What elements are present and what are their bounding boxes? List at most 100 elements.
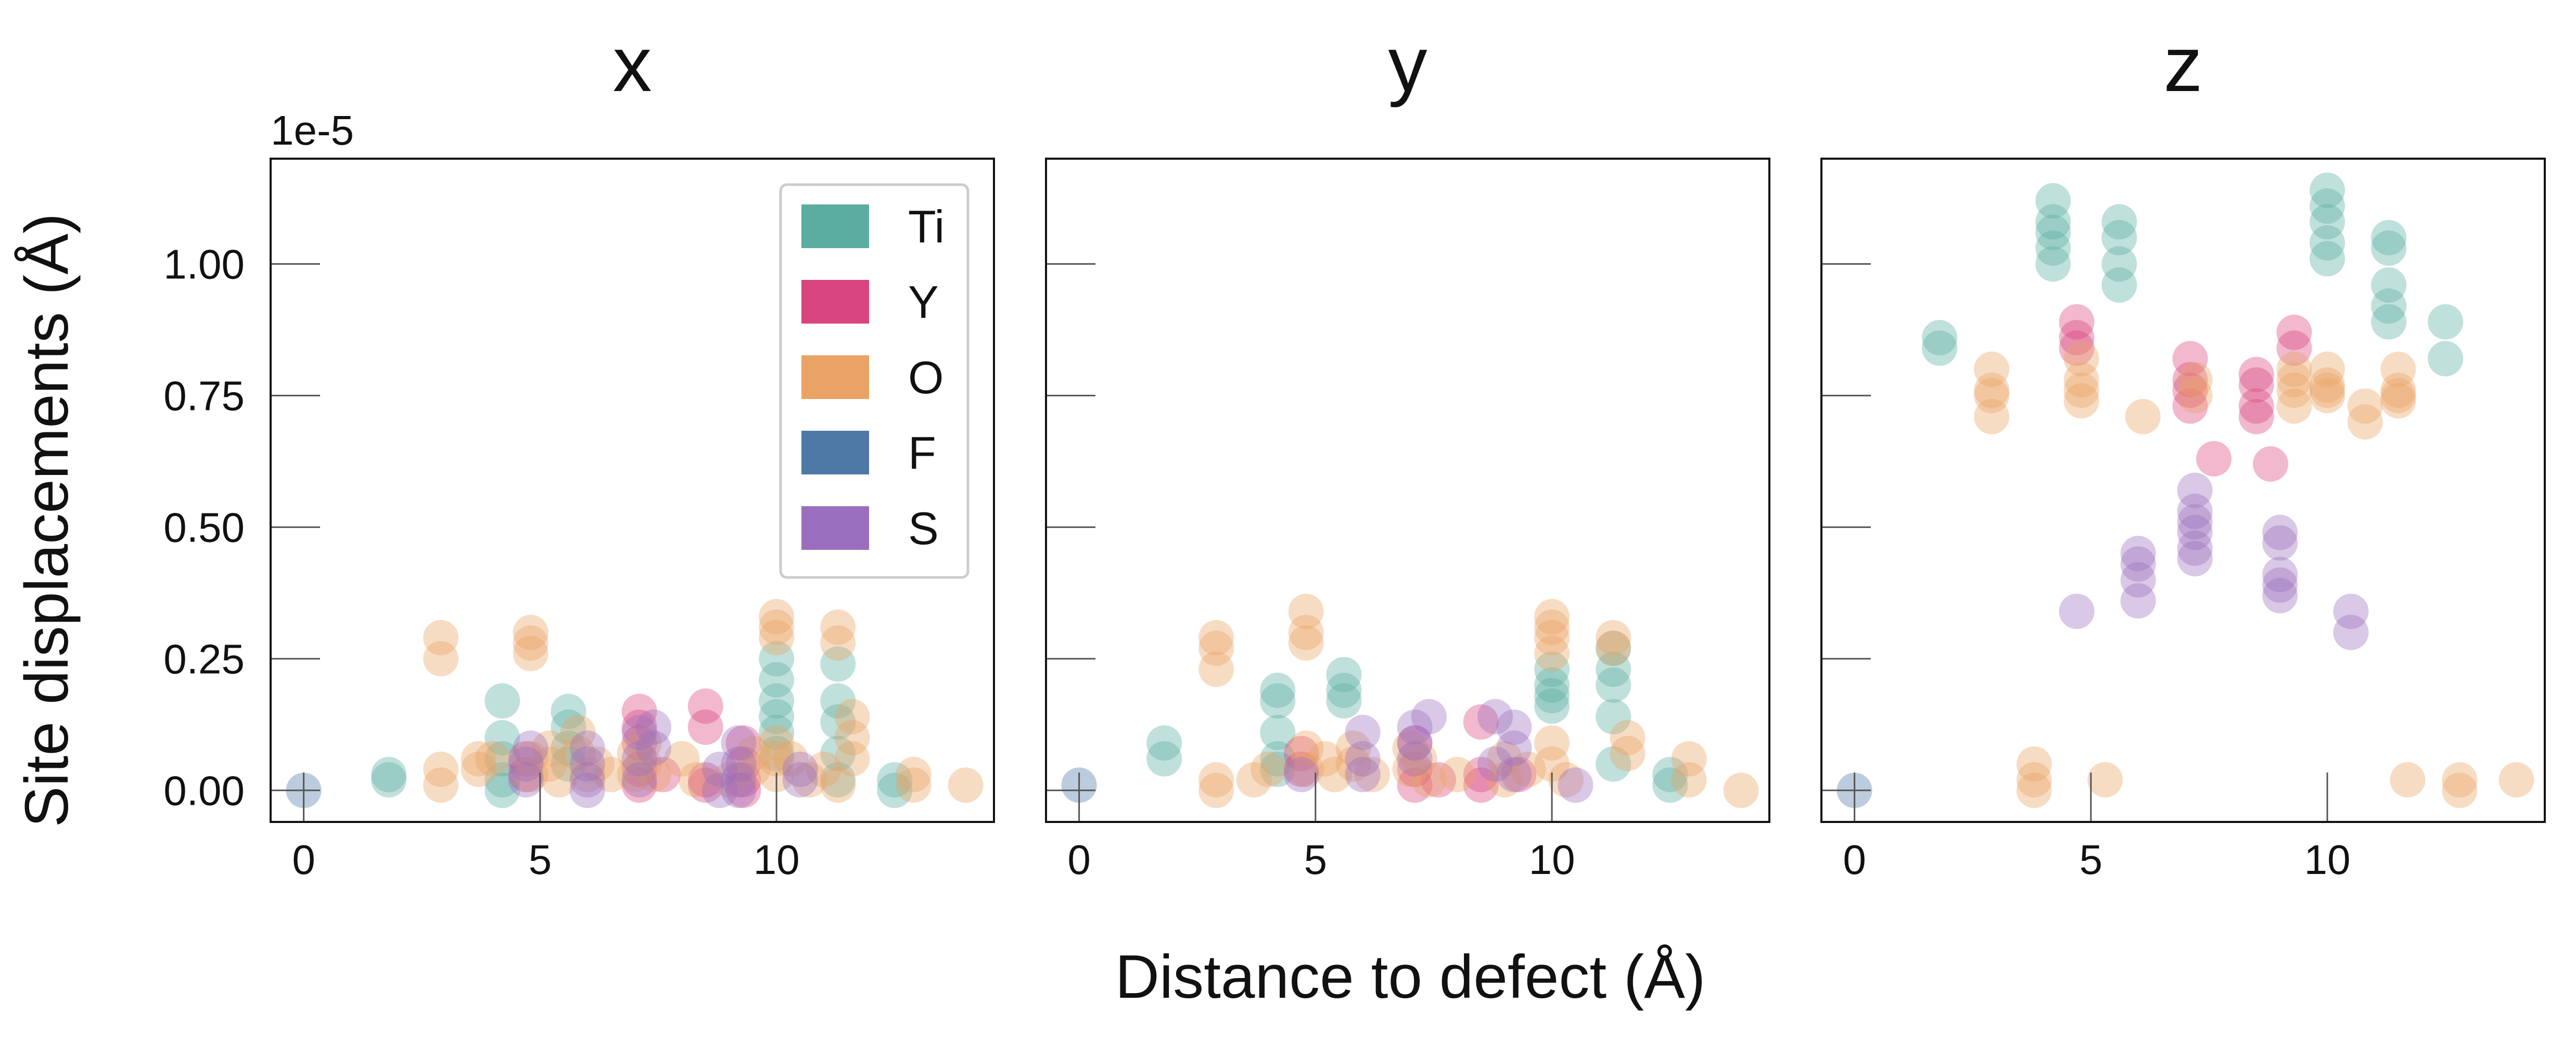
data-point [1596,631,1631,666]
data-point [1487,741,1523,777]
data-point [551,746,586,782]
data-point [2035,183,2071,218]
legend-swatch [801,280,869,324]
data-point [1534,725,1570,761]
data-point [423,751,459,787]
series-S [1283,699,1593,803]
data-point [759,683,795,719]
data-point [579,746,615,782]
data-point [2310,172,2345,208]
data-point [2310,372,2345,408]
x-tick-label: 5 [1304,837,1328,883]
data-point [2172,341,2208,377]
data-point [1534,651,1570,687]
data-point [2177,494,2213,529]
data-point [461,751,496,787]
data-points [1061,594,1759,808]
data-point [508,762,544,797]
data-point [2238,356,2274,392]
x-tick-label: 0 [1067,837,1091,883]
data-point [782,762,818,797]
legend-swatch [801,431,869,474]
data-point [2101,220,2137,255]
data-point [820,767,856,803]
data-point [820,762,856,797]
data-point [2063,383,2099,419]
data-point [621,767,657,803]
data-point [2371,304,2407,340]
data-point [1198,651,1234,687]
data-point [2498,762,2534,797]
data-point [2428,341,2464,377]
data-point [621,762,657,797]
plot-frame [1045,158,1770,823]
data-point [1401,741,1437,777]
data-point [759,741,795,777]
data-point [617,736,653,771]
panel-title: z [2164,20,2203,108]
data-point [423,620,459,655]
data-point [725,762,761,797]
data-point [711,762,747,797]
data-point [2380,383,2416,419]
data-point [1326,657,1362,692]
data-point [2276,372,2312,408]
data-point [721,762,757,797]
data-point [896,756,932,792]
data-point [2262,525,2298,561]
data-point [1558,767,1593,803]
data-point [1534,609,1570,645]
data-point [2101,246,2137,282]
data-point [635,756,671,792]
data-point [759,699,795,735]
data-point [626,746,662,782]
data-point [475,741,511,777]
data-point [1548,762,1584,797]
data-point [782,751,818,787]
data-point [2262,557,2298,593]
data-point [2087,762,2123,797]
data-point [687,767,723,803]
data-point [2310,378,2345,414]
data-point [1534,620,1570,655]
data-point [2177,504,2213,540]
data-point [2238,388,2274,424]
legend-label: O [908,352,943,403]
data-point [2333,614,2369,650]
data-point [2276,351,2312,387]
data-point [2177,378,2213,414]
data-point [551,709,586,745]
data-point [2310,241,2345,277]
data-point [1198,631,1234,666]
x-tick-label: 5 [529,837,552,883]
data-point [1439,756,1475,792]
data-point [1397,725,1433,761]
data-point [1596,631,1631,666]
data-point [1610,720,1646,756]
data-point [1974,372,2010,408]
y-axis-label: Site displacements (Å) [12,213,81,827]
data-point [1652,756,1688,792]
data-point [1652,767,1688,803]
data-point [2333,594,2369,629]
data-point [1496,709,1532,745]
data-point [484,773,520,808]
data-point [2063,362,2099,397]
data-point [508,746,544,782]
data-point [2016,762,2052,797]
data-point [2276,330,2312,366]
data-point [1534,688,1570,724]
data-point [1610,736,1646,771]
x-tick-label: 0 [292,837,315,883]
data-point [759,641,795,677]
y-tick-label: 0.75 [163,372,245,419]
data-point [1283,751,1319,787]
data-point [1326,673,1362,708]
data-point [2238,367,2274,403]
y-tick-label: 0.50 [163,504,245,550]
data-point [1251,751,1286,787]
data-point [532,730,567,766]
legend-item-Ti: Ti [801,201,945,252]
data-point [621,715,657,750]
data-point [773,741,809,777]
